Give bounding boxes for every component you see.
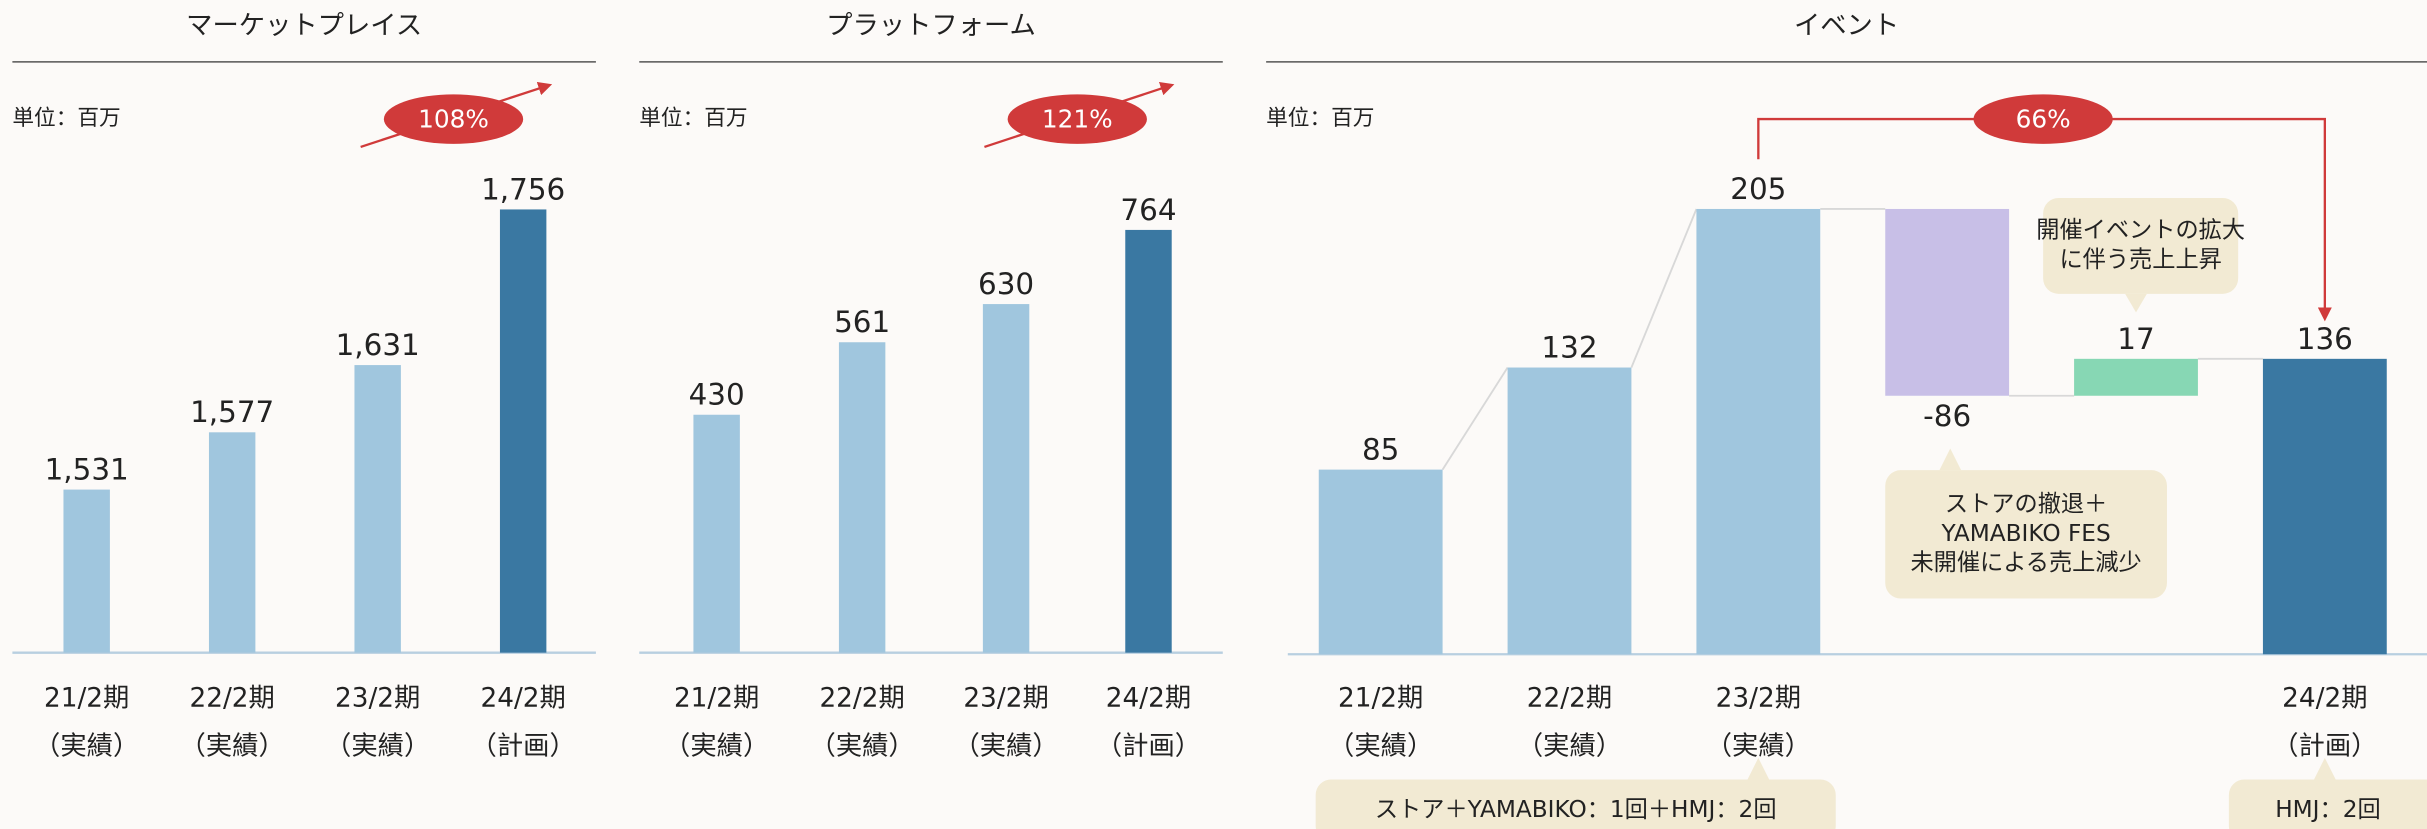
unit-label: 単位：百万	[12, 106, 120, 131]
value-label: 1,531	[45, 453, 129, 487]
category-note: （実績）	[810, 732, 915, 762]
bar	[1507, 367, 1632, 655]
bar	[208, 432, 256, 653]
growth-badge	[383, 94, 524, 144]
unit-label: 単位：百万	[1266, 106, 1374, 131]
bar	[982, 304, 1030, 653]
category-label: 22/2期	[819, 684, 904, 714]
bar	[499, 209, 547, 653]
bar	[63, 489, 110, 653]
category-label: 24/2期	[1106, 684, 1191, 714]
bar	[354, 365, 401, 653]
unit-label: 単位：百万	[639, 106, 747, 131]
callout-pointer	[1939, 448, 1962, 471]
bar	[838, 342, 886, 653]
callout-box	[2228, 779, 2427, 829]
category-label: 24/2期	[2282, 684, 2367, 714]
category-note: （計画）	[1096, 732, 1201, 762]
category-note: （計画）	[2272, 732, 2377, 762]
callout-pointer	[2314, 757, 2336, 780]
value-label: 764	[1120, 193, 1176, 227]
chart-title: イベント	[1794, 11, 1899, 41]
category-label: 23/2期	[963, 684, 1048, 714]
bar	[1125, 229, 1172, 653]
bar	[1885, 208, 2010, 396]
growth-label: 66%	[2016, 105, 2071, 134]
bar	[2074, 358, 2198, 396]
category-label: 22/2期	[189, 684, 274, 714]
category-label: 21/2期	[674, 684, 759, 714]
value-label: 132	[1541, 330, 1597, 364]
value-label: 630	[978, 267, 1034, 301]
callout-text: YAMABIKO FES	[1941, 520, 2111, 547]
callout-pointer	[2125, 293, 2147, 313]
value-label: 1,631	[336, 328, 420, 362]
value-label: 85	[1362, 433, 1399, 467]
category-label: 23/2期	[1716, 684, 1801, 714]
growth-label: 108%	[418, 105, 489, 134]
bar	[2262, 358, 2387, 655]
growth-badge	[1007, 94, 1147, 144]
value-label: 561	[834, 305, 890, 339]
chart-title: マーケットプレイス	[186, 11, 422, 41]
category-note: （実績）	[1328, 732, 1433, 762]
category-label: 22/2期	[1527, 684, 1612, 714]
callout-box	[1315, 779, 1836, 829]
growth-label: 121%	[1042, 105, 1113, 134]
bar	[1696, 208, 1821, 655]
callout-text: 未開催による売上減少	[1910, 549, 2141, 576]
category-note: （実績）	[953, 732, 1058, 762]
callout-text: に伴う売上上昇	[2059, 246, 2221, 273]
category-note: （実績）	[34, 732, 139, 762]
category-label: 21/2期	[1338, 684, 1423, 714]
value-label: 1,756	[481, 172, 565, 206]
value-label: 136	[2297, 322, 2353, 356]
callout-box	[2043, 197, 2239, 294]
value-label: -86	[1923, 399, 1971, 433]
category-note: （実績）	[325, 732, 430, 762]
connector	[1630, 208, 1698, 368]
category-note: （実績）	[1517, 732, 1622, 762]
category-label: 24/2期	[480, 684, 565, 714]
connector	[1441, 367, 1509, 471]
callout-text: 開催イベントの拡大	[2036, 217, 2245, 244]
category-note: （実績）	[1706, 732, 1811, 762]
bar	[693, 414, 740, 653]
category-note: （実績）	[180, 732, 285, 762]
growth-badge	[1973, 94, 2113, 144]
value-label: 17	[2117, 322, 2154, 356]
callout-box	[1885, 470, 2167, 599]
category-label: 21/2期	[44, 684, 129, 714]
category-label: 23/2期	[335, 684, 420, 714]
callout-pointer	[1747, 757, 1770, 780]
value-label: 430	[689, 378, 745, 412]
category-note: （計画）	[471, 732, 576, 762]
callout-text: HMJ：2回	[2275, 796, 2380, 823]
callout-text: ストア＋YAMABIKO：1回＋HMJ：2回	[1375, 796, 1777, 823]
value-label: 1,577	[190, 395, 274, 429]
callout-text: ストアの撤退＋	[1945, 490, 2107, 517]
bar	[1318, 469, 1443, 655]
value-label: 205	[1730, 172, 1786, 206]
chart-title: プラットフォーム	[826, 11, 1036, 41]
category-note: （実績）	[664, 732, 769, 762]
